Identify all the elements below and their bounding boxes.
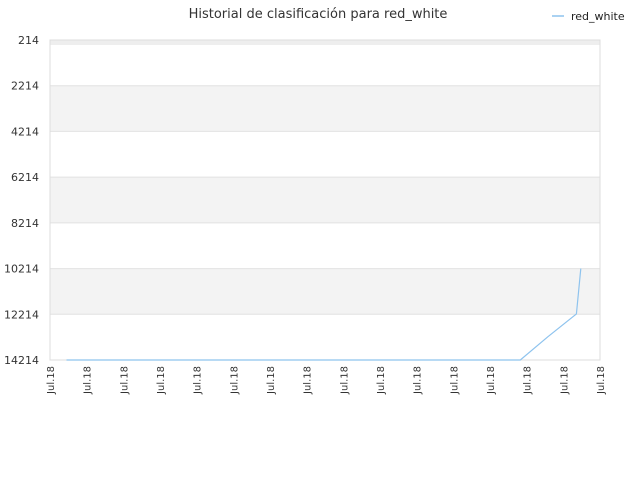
x-tick-label: Jul.18 <box>486 366 497 395</box>
x-tick-label: Jul.18 <box>339 366 350 395</box>
y-tick-label: 6214 <box>11 171 39 184</box>
series-layer <box>66 268 582 361</box>
x-tick-label: Jul.18 <box>413 366 424 395</box>
x-tick-label: Jul.18 <box>193 366 204 395</box>
x-tick-label: Jul.18 <box>596 366 607 395</box>
x-tick-label: Jul.18 <box>156 366 167 395</box>
x-tick-label: Jul.18 <box>46 366 57 395</box>
x-tick-label: Jul.18 <box>83 366 94 395</box>
x-tick-label: Jul.18 <box>303 366 314 395</box>
x-axis: Jul.18 Jul.18 Jul.18 Jul.18 Jul.18 Jul.18 Jul.… <box>46 366 607 395</box>
y-tick-label: 12214 <box>4 308 39 321</box>
y-tick-label: 4214 <box>11 125 39 138</box>
x-tick-label: Jul.18 <box>119 366 130 395</box>
y-tick-label: 2214 <box>11 80 39 93</box>
y-tick-label: 214 <box>18 34 39 47</box>
grid-band <box>50 177 600 223</box>
grid-bands <box>50 40 600 315</box>
series-line <box>66 268 582 361</box>
x-tick-label: Jul.18 <box>376 366 387 395</box>
x-tick-label: Jul.18 <box>229 366 240 395</box>
top-band <box>50 40 600 45</box>
x-tick-label: Jul.18 <box>523 366 534 395</box>
grid-band <box>50 268 600 315</box>
chart-title: Historial de clasificación para red_whit… <box>189 7 448 22</box>
x-tick-label: Jul.18 <box>266 366 277 395</box>
x-tick-label: Jul.18 <box>449 366 460 395</box>
y-tick-label: 10214 <box>4 263 39 276</box>
y-tick-label: 14214 <box>4 354 39 367</box>
legend-label: red_white <box>571 10 625 23</box>
x-tick-label: Jul.18 <box>559 366 570 395</box>
legend: red_white <box>552 10 625 23</box>
grid-band <box>50 85 600 132</box>
y-axis: 214 2214 4214 6214 8214 10214 12214 14214 <box>4 34 39 367</box>
y-tick-label: 8214 <box>11 217 39 230</box>
